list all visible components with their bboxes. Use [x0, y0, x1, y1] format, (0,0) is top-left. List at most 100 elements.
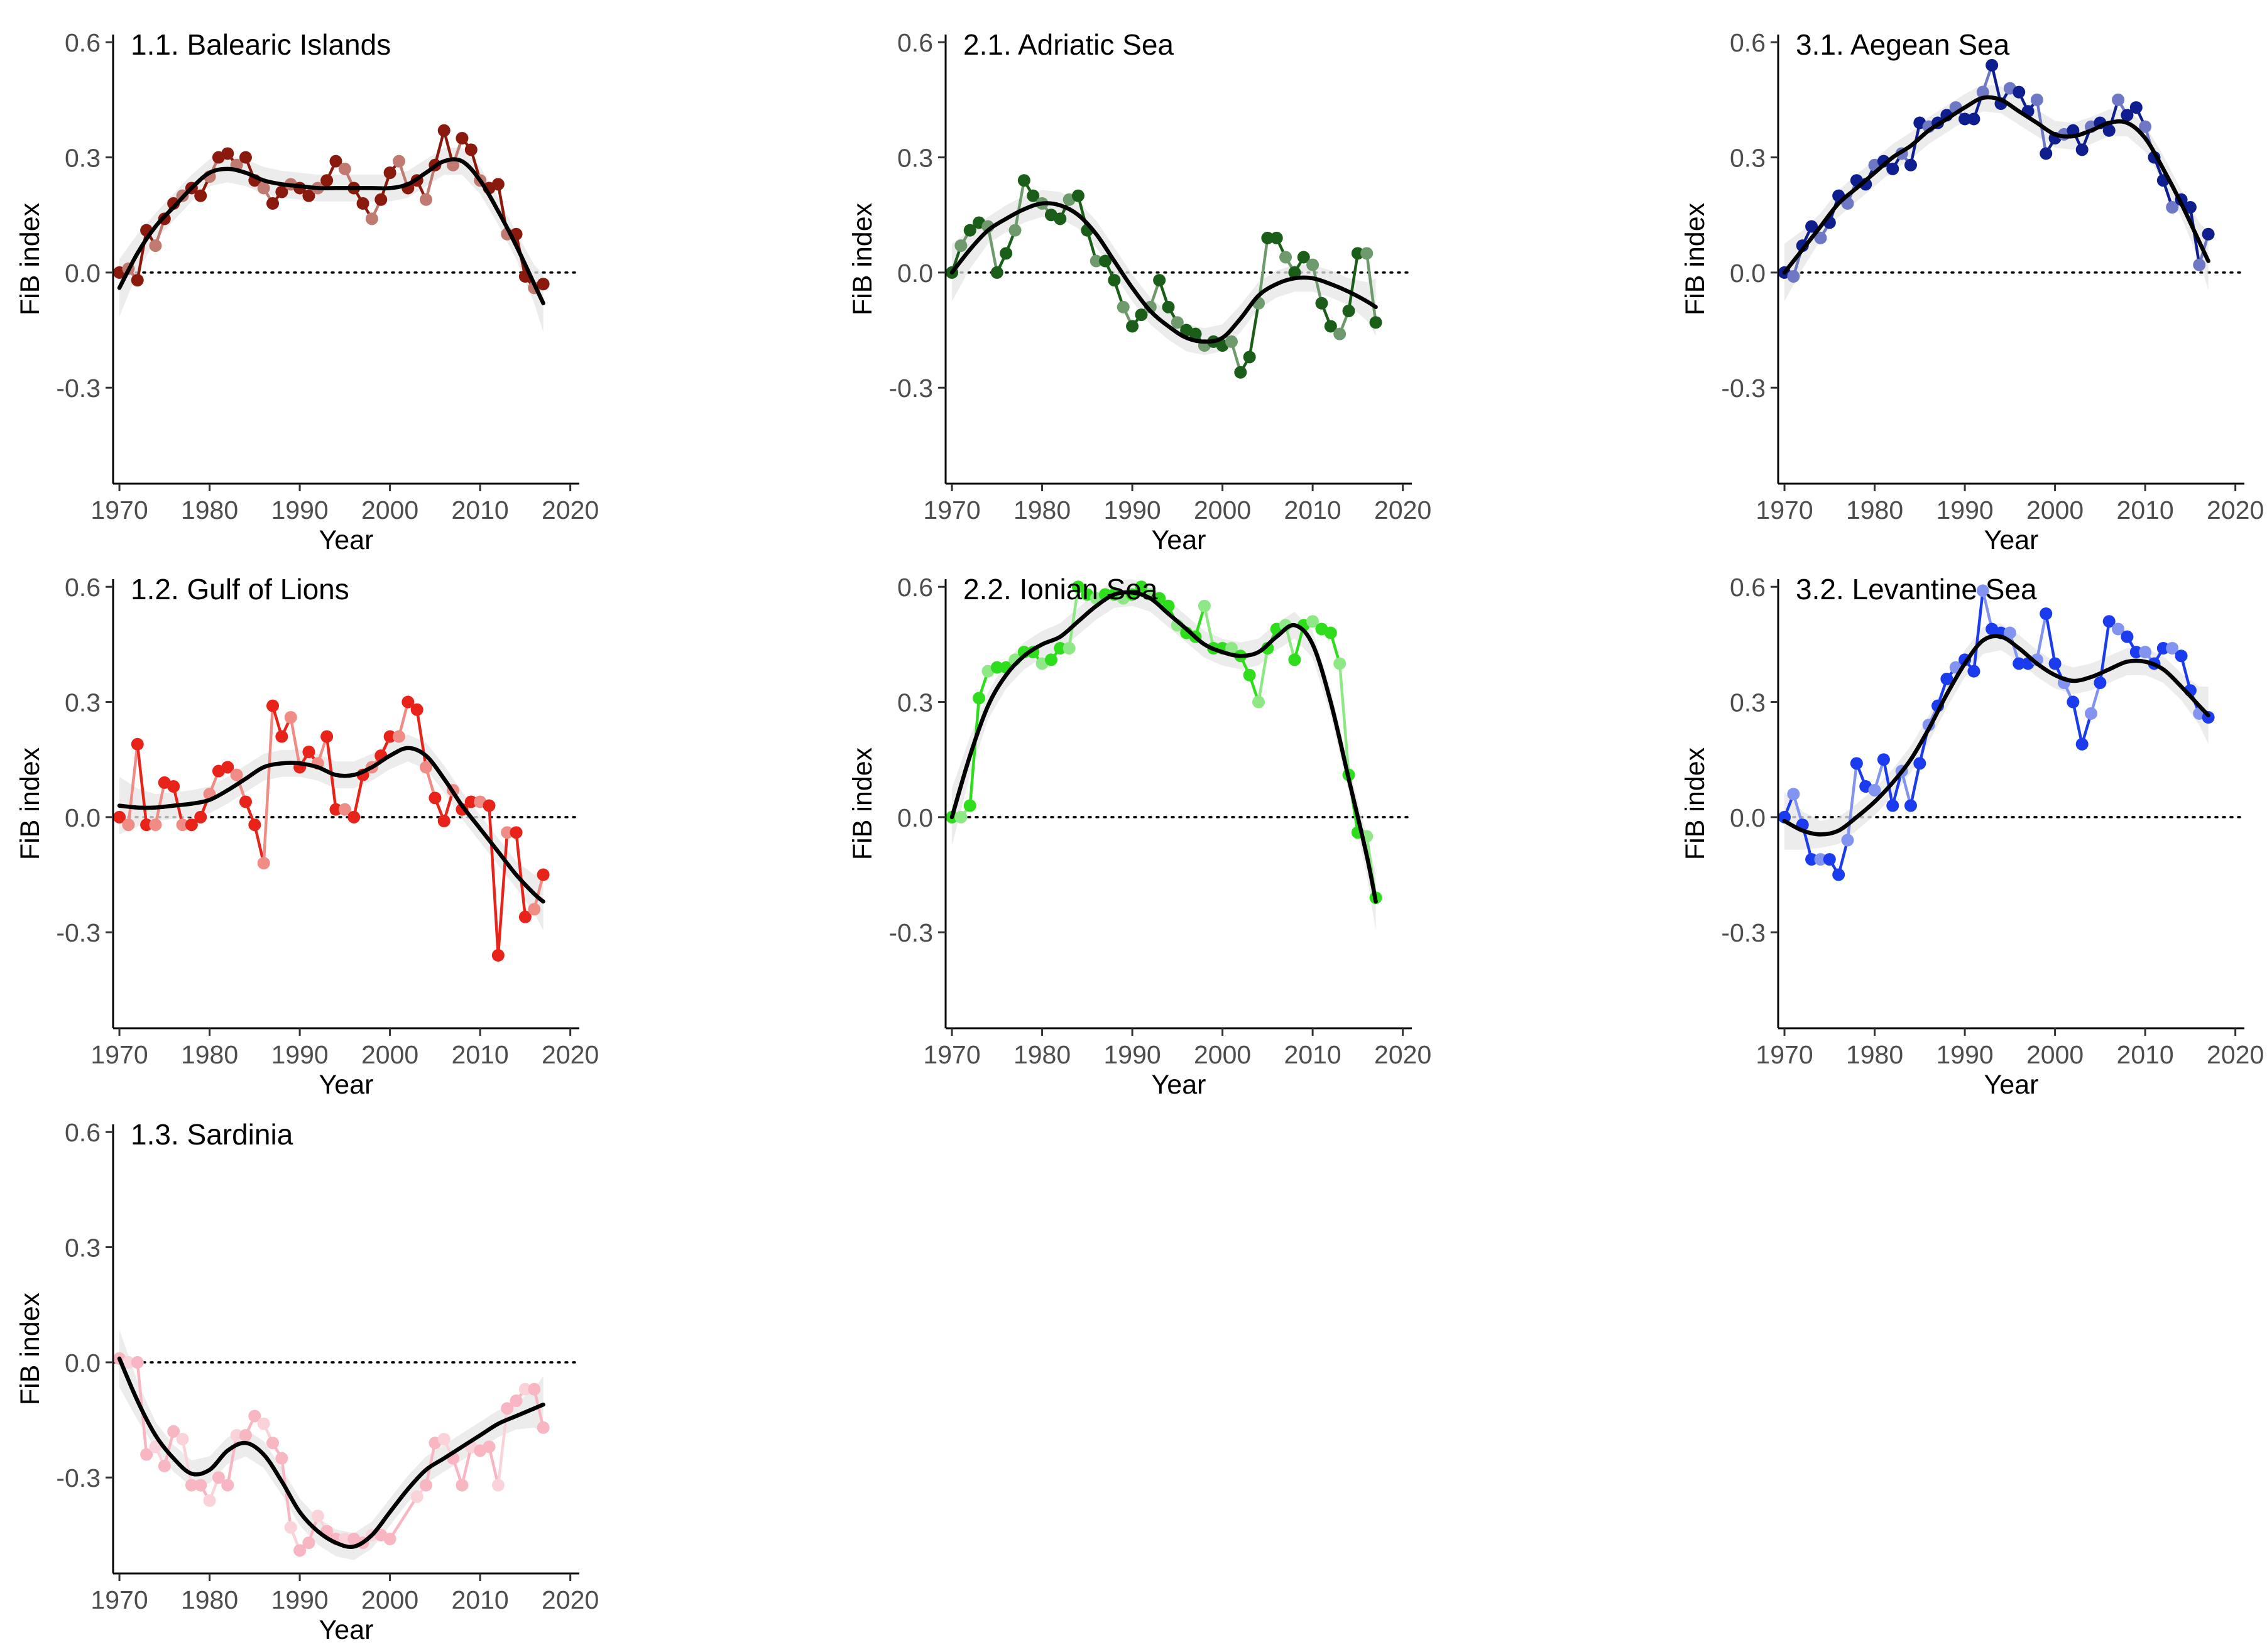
data-point	[528, 903, 541, 916]
data-point	[185, 1479, 198, 1492]
data-point	[1913, 757, 1926, 770]
x-tick-label: 2010	[452, 1585, 509, 1614]
series-line-segment	[352, 774, 364, 818]
series-line-segment	[496, 832, 509, 956]
data-point	[266, 699, 280, 712]
x-tick-label: 1980	[1846, 1040, 1903, 1069]
series-line-segment	[1311, 264, 1323, 304]
data-point	[1225, 642, 1238, 655]
series-line-segment	[2035, 613, 2048, 660]
x-axis-title: Year	[319, 525, 374, 555]
data-point	[402, 695, 415, 709]
data-point	[1135, 580, 1148, 594]
x-tick-label: 1990	[1936, 496, 1993, 524]
data-point	[1054, 642, 1067, 655]
data-point	[122, 818, 135, 832]
y-axis-title: FiB index	[15, 747, 45, 860]
data-point	[1823, 853, 1836, 866]
data-point	[149, 818, 162, 832]
series-line-segment	[136, 744, 148, 825]
data-point	[464, 143, 478, 156]
data-point	[510, 826, 523, 839]
series-line-segment	[181, 1438, 194, 1486]
chart-panel: -0.3 0.0 0.3 0.6 1970 1980 1990 2000 2010 2020 Yea…	[1680, 573, 2264, 1100]
series-line-segment	[986, 226, 999, 273]
y-tick-label: 0.6	[65, 28, 101, 57]
x-tick-label: 1970	[90, 496, 148, 524]
data-point	[1805, 220, 1818, 233]
x-tick-label: 1990	[271, 496, 328, 524]
data-point	[2075, 143, 2089, 156]
data-point	[1787, 788, 1800, 801]
data-point	[1297, 251, 1310, 264]
y-tick-label: -0.3	[1721, 918, 1766, 947]
data-point	[2048, 657, 2062, 670]
y-tick-label: 0.0	[897, 259, 933, 288]
panel-title: 2.2. Ionian Sea	[963, 573, 1158, 606]
y-axis-title: FiB index	[848, 747, 878, 860]
data-point	[1189, 327, 1202, 340]
data-point	[1877, 753, 1890, 766]
data-point	[2013, 85, 2026, 99]
data-point	[131, 1356, 144, 1369]
data-point	[2030, 93, 2043, 106]
data-point	[2094, 677, 2107, 689]
x-tick-label: 1980	[181, 1585, 238, 1614]
data-point	[194, 1479, 207, 1492]
data-point	[1008, 224, 1022, 237]
data-point	[420, 193, 433, 206]
series-line-segment	[262, 705, 275, 864]
data-point	[392, 155, 405, 168]
data-point	[2166, 201, 2179, 214]
data-point	[311, 1509, 324, 1523]
data-point	[266, 1437, 280, 1450]
series-line-segment	[1257, 648, 1269, 702]
data-point	[456, 132, 469, 144]
data-point	[293, 1544, 307, 1557]
x-tick-label: 2000	[361, 1040, 418, 1069]
data-point	[1940, 672, 1953, 685]
chart-panel: -0.3 0.0 0.3 0.6 1970 1980 1990 2000 2010 2020 Yea…	[848, 573, 1431, 1100]
x-tick-label: 2020	[542, 1585, 599, 1614]
data-point	[1333, 327, 1347, 340]
panel-title: 3.2. Levantine Sea	[1796, 573, 2037, 606]
series-line-segment	[1248, 303, 1260, 357]
data-point	[1062, 642, 1076, 655]
data-point	[122, 1356, 135, 1369]
data-point	[347, 810, 361, 823]
data-point	[1126, 320, 1139, 333]
data-point	[2139, 646, 2152, 659]
data-point	[963, 799, 976, 812]
data-point	[1135, 308, 1148, 322]
data-point	[456, 1479, 469, 1492]
series-line-segment	[1909, 763, 1921, 807]
data-point	[1342, 305, 1355, 317]
panel-title: 1.3. Sardinia	[131, 1118, 293, 1151]
data-point	[963, 224, 976, 237]
data-point	[2075, 737, 2089, 751]
data-point	[1850, 757, 1863, 770]
data-point	[1351, 247, 1364, 260]
y-axis-title: FiB index	[1680, 747, 1710, 860]
data-point	[420, 1479, 433, 1492]
series-line-segment	[154, 782, 167, 825]
chart-panel: -0.3 0.0 0.3 0.6 1970 1980 1990 2000 2010 2020 Yea…	[15, 573, 599, 1100]
data-point	[1027, 189, 1040, 202]
data-point	[1108, 274, 1121, 287]
y-tick-label: 0.3	[1730, 688, 1766, 717]
data-point	[221, 761, 234, 774]
data-point	[1333, 657, 1347, 670]
data-point	[1787, 270, 1800, 283]
panel-title: 1.2. Gulf of Lions	[131, 573, 349, 606]
series-line-segment	[253, 824, 265, 864]
y-tick-label: 0.0	[65, 1349, 101, 1378]
data-point	[1958, 112, 1972, 126]
x-tick-label: 1990	[1103, 496, 1161, 524]
x-tick-label: 2010	[1284, 496, 1341, 524]
data-point	[257, 1417, 270, 1430]
data-point	[1841, 834, 1854, 847]
data-point	[1243, 351, 1256, 364]
data-point	[1279, 251, 1292, 264]
series-line-segment	[2045, 613, 2057, 664]
y-axis-title: FiB index	[848, 202, 878, 315]
